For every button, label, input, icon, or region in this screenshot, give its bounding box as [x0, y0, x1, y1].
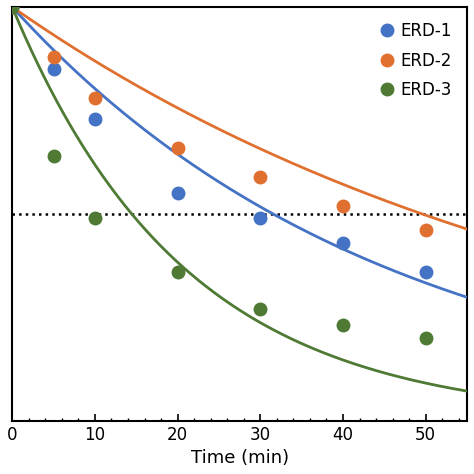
ERD-2 [51, 54, 56, 59]
ERD-1 [423, 269, 428, 274]
Line: ERD-1: ERD-1 [47, 63, 432, 278]
ERD-2 [257, 173, 263, 179]
ERD-3 [175, 269, 181, 274]
ERD-3 [257, 306, 263, 312]
ERD-3 [340, 323, 346, 328]
ERD-2 [92, 95, 98, 101]
X-axis label: Time (min): Time (min) [191, 449, 289, 467]
ERD-1 [51, 66, 56, 72]
ERD-2 [175, 145, 181, 150]
Legend: ERD-1, ERD-2, ERD-3: ERD-1, ERD-2, ERD-3 [381, 15, 459, 106]
ERD-1 [340, 240, 346, 246]
ERD-2 [423, 228, 428, 233]
ERD-3 [92, 215, 98, 221]
ERD-2 [340, 203, 346, 209]
ERD-3 [51, 153, 56, 159]
ERD-1 [92, 116, 98, 121]
Line: ERD-3: ERD-3 [47, 150, 432, 344]
ERD-3 [423, 335, 428, 341]
ERD-1 [175, 190, 181, 196]
Line: ERD-2: ERD-2 [47, 50, 432, 237]
ERD-1 [257, 215, 263, 221]
